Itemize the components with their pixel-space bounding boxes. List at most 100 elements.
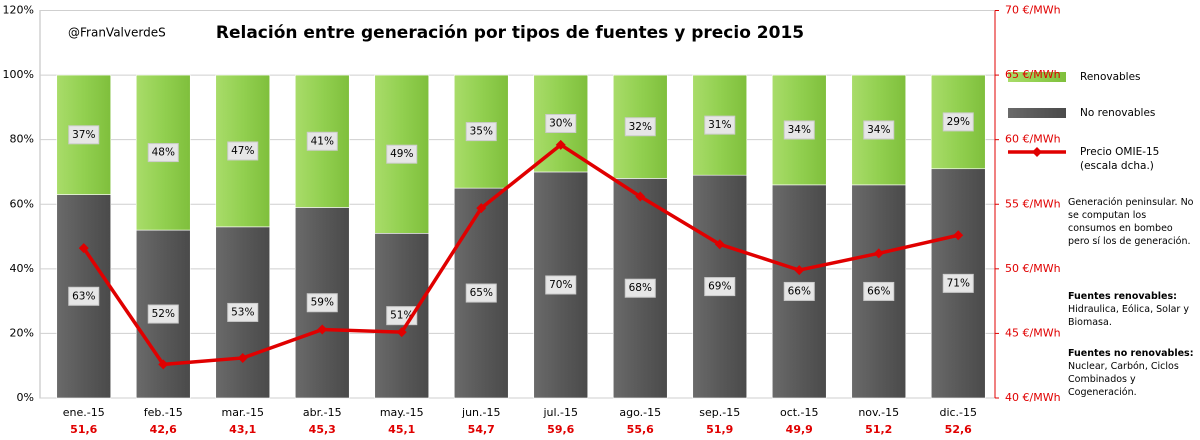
value-label: 34% (788, 124, 811, 136)
value-label-box (465, 283, 497, 303)
value-label: 59% (311, 297, 334, 309)
price-label: 45,3 (309, 423, 336, 436)
value-label: 29% (947, 116, 970, 128)
value-label-box (227, 141, 259, 161)
value-label: 48% (152, 147, 175, 159)
value-label-box (68, 286, 100, 306)
price-marker (555, 139, 566, 150)
y2-tick-label: 45 €/MWh (1005, 326, 1061, 339)
y-tick-label: 20% (10, 326, 34, 339)
value-label-box (147, 143, 179, 163)
value-label-box (465, 122, 497, 142)
price-marker (158, 359, 169, 370)
x-tick-label: dic.-15 (939, 406, 977, 419)
value-label: 66% (788, 285, 811, 297)
value-label: 49% (390, 148, 413, 160)
bar-segment (692, 174, 748, 399)
x-tick-label: feb.-15 (144, 406, 183, 419)
value-label-box (306, 131, 338, 151)
value-label: 71% (947, 277, 970, 289)
price-label: 49,9 (786, 423, 813, 436)
note-heading: Fuentes renovables: (1068, 291, 1177, 302)
value-label-box (942, 112, 974, 132)
legend-swatch (1008, 108, 1066, 118)
value-label-box (704, 115, 736, 135)
bar-segment (692, 74, 748, 176)
value-label: 65% (470, 287, 493, 299)
x-tick-label: may.-15 (380, 406, 424, 419)
value-label-box (704, 277, 736, 297)
value-label: 69% (708, 281, 731, 293)
y2-tick-label: 55 €/MWh (1005, 197, 1061, 210)
note: Fuentes renovables: Hidraulica, Eólica, S… (1068, 290, 1196, 329)
y-tick-label: 100% (3, 68, 34, 81)
value-label-box (783, 281, 815, 301)
x-tick-label: mar.-15 (222, 406, 264, 419)
value-label: 32% (629, 121, 652, 133)
note: Fuentes no renovables: Nuclear, Carbón, C… (1068, 347, 1196, 399)
value-label-box (227, 302, 259, 322)
price-label: 52,6 (945, 423, 972, 436)
price-line (82, 142, 959, 367)
value-label: 70% (549, 279, 572, 291)
price-marker (396, 327, 407, 338)
price-label: 54,7 (468, 423, 495, 436)
y-tick-label: 60% (10, 197, 34, 210)
price-marker (714, 239, 725, 250)
price-label: 45,1 (388, 423, 415, 436)
note-text: Generación peninsular. No se computan lo… (1068, 197, 1194, 247)
x-tick-label: nov.-15 (858, 406, 899, 419)
note-text: Nuclear, Carbón, Ciclos Combinados y Cog… (1068, 361, 1179, 398)
legend-label: Renovables (1080, 71, 1141, 83)
y2-tick-label: 60 €/MWh (1005, 133, 1061, 146)
value-label: 31% (708, 119, 731, 131)
price-label: 55,6 (627, 423, 654, 436)
legend-label: Precio OMIE-15 (escala dcha.) (1080, 146, 1160, 172)
price-marker (794, 265, 805, 276)
value-label-box (545, 114, 577, 134)
x-tick-label: ago.-15 (619, 406, 661, 419)
value-label-box (942, 273, 974, 293)
x-tick-label: abr.-15 (303, 406, 342, 419)
value-label-box (863, 281, 895, 301)
value-label: 35% (470, 126, 493, 138)
price-label: 42,6 (150, 423, 177, 436)
price-label: 51,2 (865, 423, 892, 436)
y-tick-label: 40% (10, 262, 34, 275)
price-marker (476, 203, 487, 214)
value-label: 66% (867, 285, 890, 297)
value-label-box (147, 304, 179, 324)
price-marker (78, 243, 89, 254)
legend-label: No renovables (1080, 107, 1156, 119)
note-text: Hidraulica, Eólica, Solar y Biomasa. (1068, 304, 1189, 328)
price-label: 59,6 (547, 423, 574, 436)
y2-tick-label: 70 €/MWh (1005, 4, 1061, 17)
value-label-box (68, 125, 100, 145)
value-label-box (624, 278, 656, 298)
x-tick-label: jun.-15 (461, 406, 500, 419)
value-label-box (863, 120, 895, 140)
value-label: 68% (629, 282, 652, 294)
price-marker (873, 248, 884, 259)
price-label: 51,6 (70, 423, 97, 436)
value-label: 47% (231, 145, 254, 157)
y2-tick-label: 40 €/MWh (1005, 391, 1061, 404)
value-label-box (306, 293, 338, 313)
price-marker (953, 230, 964, 241)
value-label: 52% (152, 308, 175, 320)
x-tick-label: oct.-15 (780, 406, 819, 419)
price-label: 43,1 (229, 423, 256, 436)
note: Generación peninsular. No se computan lo… (1068, 196, 1196, 248)
value-label: 41% (311, 135, 334, 147)
value-label-box (624, 117, 656, 137)
price-marker (237, 352, 248, 363)
y2-tick-label: 65 €/MWh (1005, 68, 1061, 81)
y-tick-label: 80% (10, 133, 34, 146)
value-label: 30% (549, 118, 572, 130)
x-tick-label: ene.-15 (63, 406, 105, 419)
bar-segment (851, 74, 907, 186)
x-tick-label: jul.-15 (542, 406, 578, 419)
price-label: 51,9 (706, 423, 733, 436)
